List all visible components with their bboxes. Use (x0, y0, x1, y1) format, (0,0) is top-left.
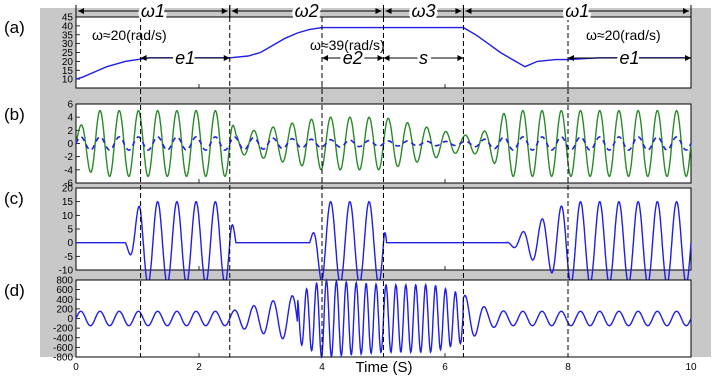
y-tick-label: 6 (67, 100, 73, 111)
y-tick-label: -6 (64, 179, 73, 190)
series-line (75, 136, 692, 151)
y-tick-label: 200 (56, 304, 73, 315)
y-tick-label: -10 (59, 266, 74, 277)
panel-3: (c) -10 -5 0 5 10 15 20 (4, 184, 692, 285)
interval-label: e2 (343, 48, 363, 68)
y-tick-label: 0 (67, 139, 73, 150)
y-tick-label: -400 (53, 333, 73, 344)
interval-label: e1 (619, 48, 639, 68)
segment-label: ω1 (141, 1, 165, 21)
y-tick-label: 15 (62, 66, 74, 77)
y-tick-label: 0 (67, 314, 73, 325)
series-line (75, 277, 692, 360)
y-tick-label: -600 (53, 343, 73, 354)
y-tick-label: -800 (53, 353, 73, 364)
y-tick-label: 600 (56, 285, 73, 296)
y-tick-label: 400 (56, 295, 73, 306)
y-tick-label: -5 (64, 252, 73, 263)
segment-label: ω3 (411, 1, 435, 21)
y-tick-label: 2 (67, 126, 73, 137)
omega-annotation-1: ω≈20(rad/s) (92, 27, 167, 43)
interval-label: s (419, 48, 428, 68)
panel-label: (d) (4, 281, 25, 300)
panel-label: (c) (4, 189, 24, 208)
y-tick-label: 800 (56, 276, 73, 287)
y-tick-label: 4 (67, 113, 73, 124)
segment-label: ω1 (565, 1, 589, 21)
y-tick-label: 10 (62, 211, 74, 222)
x-tick-label: 4 (319, 362, 325, 373)
y-tick-label: 0 (67, 238, 73, 249)
panel-label: (b) (4, 105, 25, 124)
y-tick-label: 5 (67, 225, 73, 236)
omega-annotation-2: ω≈39(rad/s) (310, 37, 385, 53)
panel-2: (b) -6 -4 -2 0 2 4 6 (4, 100, 692, 190)
y-tick-label: 45 (62, 13, 74, 24)
y-tick-label: 10 (62, 75, 74, 86)
x-tick-label: 8 (565, 362, 571, 373)
y-tick-label: -4 (64, 165, 73, 176)
y-tick-label: 30 (62, 39, 74, 50)
panel-label: (a) (4, 18, 25, 37)
y-tick-label: 20 (62, 184, 74, 195)
y-tick-label: 25 (62, 48, 74, 59)
y-tick-label: 35 (62, 30, 74, 41)
y-tick-label: -2 (64, 152, 73, 163)
y-tick-label: 20 (62, 57, 74, 68)
interval-label: e1 (175, 48, 195, 68)
y-tick-label: -200 (53, 324, 73, 335)
x-axis-title: Time (S) (356, 359, 413, 376)
x-tick-label: 6 (442, 362, 448, 373)
y-tick-label: 40 (62, 21, 74, 32)
x-tick-label: 0 (73, 362, 79, 373)
omega-annotation-3: ω≈20(rad/s) (586, 27, 661, 43)
segment-label: ω2 (295, 1, 319, 21)
x-tick-label: 10 (685, 362, 697, 373)
x-tick-label: 2 (196, 362, 202, 373)
y-tick-label: 15 (62, 197, 74, 208)
